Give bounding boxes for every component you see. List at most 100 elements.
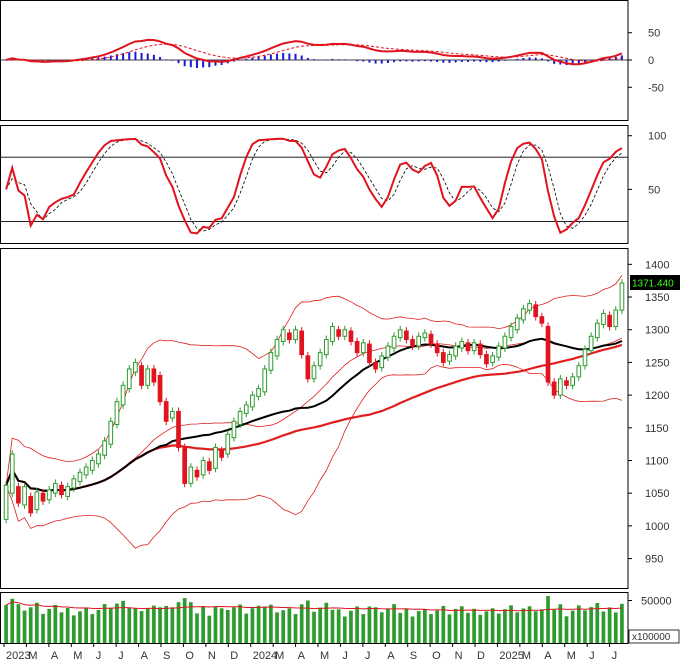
candle-body	[188, 466, 194, 484]
volume-bar	[238, 604, 242, 643]
macd-histogram-bar	[288, 53, 291, 60]
macd-histogram-bar	[448, 60, 451, 63]
volume-bar	[53, 604, 58, 643]
candle-body	[354, 341, 360, 354]
x-tick-label: S	[163, 650, 170, 662]
macd-histogram-bar	[577, 60, 580, 64]
macd-tick-label: 0	[648, 55, 654, 67]
volume-tick-label: 50000	[641, 596, 672, 608]
candle-body	[194, 469, 200, 478]
volume-bar	[509, 605, 513, 643]
x-tick-label: S	[410, 650, 417, 662]
x-tick-label: A	[141, 650, 149, 662]
x-tick-label: M	[522, 650, 531, 662]
volume-bar	[453, 609, 458, 643]
macd-histogram-bar	[325, 59, 328, 60]
volume-bar	[336, 609, 341, 643]
x-tick-label: J	[342, 650, 348, 662]
volume-bar	[158, 607, 162, 643]
candle-body	[428, 333, 434, 345]
volume-bar	[435, 610, 440, 643]
macd-histogram-bar	[485, 60, 488, 63]
volume-bar	[607, 607, 612, 643]
x-tick-label: M	[567, 650, 576, 662]
macd-histogram-bar	[436, 60, 439, 63]
volume-bar	[262, 606, 267, 643]
candle-body	[545, 325, 551, 383]
candle-body	[607, 314, 612, 327]
macd-histogram-bar	[115, 54, 118, 60]
volume-bar	[96, 610, 101, 643]
volume-bar	[496, 613, 501, 643]
candle-body	[22, 486, 27, 506]
volume-multiplier-label: x100000	[632, 632, 671, 643]
stoch-tick-label: 100	[648, 131, 666, 143]
volume-bar	[620, 603, 624, 643]
volume-bar	[416, 611, 421, 643]
price-tick-label: 1100	[645, 456, 669, 468]
macd-histogram-bar	[152, 54, 155, 60]
candle-body	[484, 354, 489, 365]
candle-body	[139, 365, 144, 386]
price-tick-label: 1250	[645, 357, 669, 369]
volume-bar	[78, 611, 82, 643]
volume-bar	[503, 609, 507, 643]
volume-bar	[225, 610, 230, 643]
candle-body	[145, 368, 151, 386]
x-tick-label: A	[51, 650, 59, 662]
x-tick-label: J	[589, 650, 595, 662]
candle-body	[502, 335, 508, 349]
candle-body	[34, 491, 40, 511]
candle-body	[422, 332, 428, 339]
macd-histogram-bar	[122, 53, 125, 60]
volume-bar	[250, 608, 255, 643]
x-tick-label: A	[544, 650, 552, 662]
volume-bar	[219, 608, 224, 643]
candle-body	[299, 330, 305, 356]
candle-body	[9, 453, 15, 494]
volume-bar	[145, 608, 150, 643]
candle-body	[551, 381, 557, 396]
candle-body	[170, 410, 175, 419]
candle-body	[447, 354, 452, 362]
price-tick-label: 1200	[645, 390, 669, 402]
volume-bar	[613, 612, 618, 643]
macd-histogram-bar	[5, 60, 8, 61]
price-tick-label: 1000	[645, 521, 669, 533]
stoch-d-line	[5, 138, 623, 232]
x-tick-label: M	[28, 650, 37, 662]
macd-histogram-bar	[423, 60, 426, 62]
macd-histogram-bar	[479, 60, 482, 62]
volume-bar	[269, 604, 273, 643]
macd-histogram-bar	[109, 55, 112, 60]
volume-bar	[478, 614, 483, 643]
macd-histogram-bar	[183, 60, 186, 67]
candle-body	[385, 345, 391, 358]
macd-histogram-bar	[306, 57, 309, 60]
candle-body	[268, 352, 274, 371]
x-tick-label: J	[365, 650, 371, 662]
volume-bar	[324, 602, 329, 643]
volume-bar	[404, 608, 409, 643]
macd-histogram-bar	[442, 60, 445, 63]
macd-histogram-bar	[282, 52, 285, 60]
candle-body	[391, 335, 397, 349]
x-tick-label: M	[320, 650, 329, 662]
macd-histogram-bar	[146, 53, 149, 60]
candle-body	[176, 410, 181, 448]
volume-bar	[213, 606, 218, 643]
x-tick-label: O	[185, 650, 194, 662]
macd-histogram-bar	[103, 56, 106, 60]
candle-body	[83, 466, 89, 476]
macd-histogram-bar	[263, 55, 266, 60]
volume-bar	[564, 616, 569, 643]
candle-body	[397, 329, 403, 339]
macd-histogram-bar	[171, 60, 174, 61]
macd-histogram-bar	[331, 58, 334, 60]
volume-bar	[90, 614, 95, 643]
candle-body	[200, 460, 206, 476]
volume-bar	[244, 613, 249, 643]
macd-histogram-bar	[614, 56, 617, 60]
volume-bar	[521, 608, 526, 643]
macd-tick-label: -50	[648, 82, 664, 94]
